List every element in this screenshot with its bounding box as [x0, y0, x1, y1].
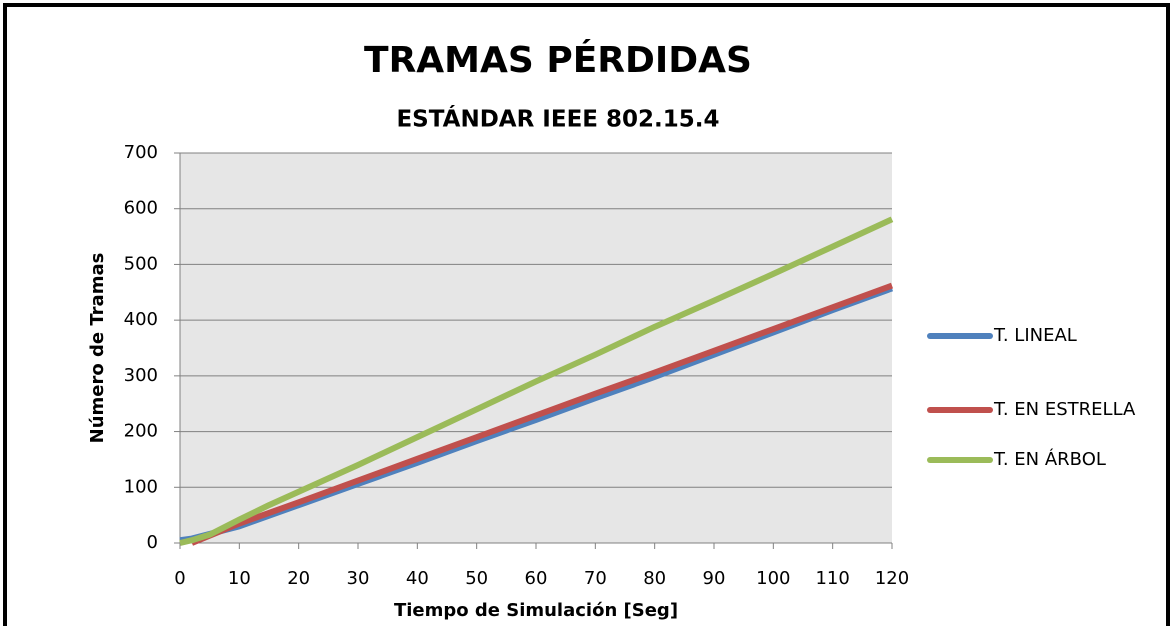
- x-tick-label: 110: [815, 568, 849, 589]
- x-tick-label: 60: [525, 568, 548, 589]
- chart-title: TRAMAS PÉRDIDAS: [364, 39, 752, 81]
- x-tick-label: 10: [228, 568, 251, 589]
- x-tick-label: 120: [875, 568, 909, 589]
- x-tick-label: 90: [703, 568, 726, 589]
- y-tick-label: 300: [124, 365, 158, 386]
- y-tick-label: 400: [124, 309, 158, 330]
- data-line: [179, 216, 894, 546]
- legend-label: T. EN ÁRBOL: [993, 448, 1106, 470]
- y-tick-label: 700: [124, 142, 158, 163]
- x-tick-label: 80: [643, 568, 666, 589]
- y-tick-label: 100: [124, 476, 158, 497]
- y-tick-label: 500: [124, 253, 158, 274]
- x-tick-label: 70: [584, 568, 607, 589]
- x-tick-label: 100: [756, 568, 790, 589]
- legend-label: T. EN ESTRELLA: [993, 399, 1136, 420]
- data-line: [190, 282, 894, 546]
- x-tick-label: 40: [406, 568, 429, 589]
- x-tick-label: 20: [287, 568, 310, 589]
- y-tick-label: 600: [124, 198, 158, 219]
- plot-area: [180, 153, 892, 543]
- x-tick-label: 0: [174, 568, 185, 589]
- y-axis-title: Número de Tramas: [87, 253, 108, 444]
- x-tick-label: 50: [465, 568, 488, 589]
- x-axis-title: Tiempo de Simulación [Seg]: [394, 600, 678, 621]
- y-tick-label: 0: [147, 532, 158, 553]
- legend-label: T. LINEAL: [993, 325, 1077, 346]
- chart-subtitle: ESTÁNDAR IEEE 802.15.4: [396, 105, 719, 133]
- x-tick-label: 30: [347, 568, 370, 589]
- y-tick-label: 200: [124, 421, 158, 442]
